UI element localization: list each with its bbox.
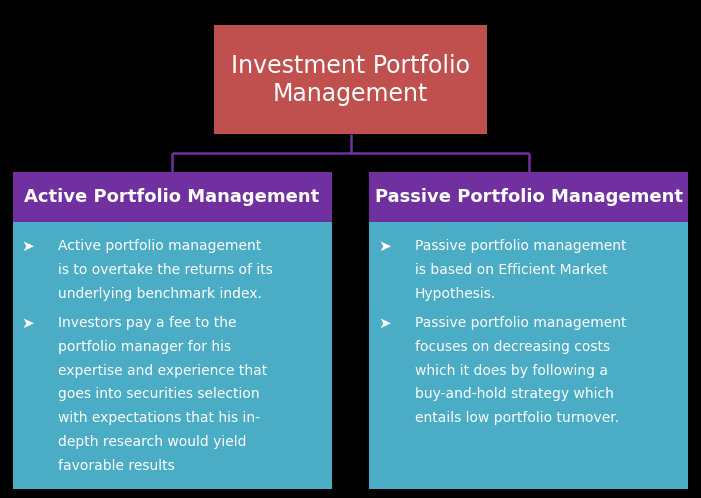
Text: focuses on decreasing costs: focuses on decreasing costs [415, 340, 610, 354]
Text: Investment Portfolio
Management: Investment Portfolio Management [231, 54, 470, 106]
Text: ➤: ➤ [21, 239, 34, 254]
Text: goes into securities selection: goes into securities selection [58, 387, 260, 401]
FancyBboxPatch shape [13, 172, 332, 222]
Text: Passive portfolio management: Passive portfolio management [415, 239, 627, 253]
Text: underlying benchmark index.: underlying benchmark index. [58, 287, 262, 301]
Text: ➤: ➤ [378, 316, 390, 331]
Text: ➤: ➤ [378, 239, 390, 254]
Text: Active portfolio management: Active portfolio management [58, 239, 261, 253]
Text: Investors pay a fee to the: Investors pay a fee to the [58, 316, 237, 330]
FancyBboxPatch shape [214, 25, 487, 134]
Text: ➤: ➤ [21, 316, 34, 331]
Text: is to overtake the returns of its: is to overtake the returns of its [58, 263, 273, 277]
Text: Passive portfolio management: Passive portfolio management [415, 316, 627, 330]
FancyBboxPatch shape [13, 222, 332, 489]
Text: buy-and-hold strategy which: buy-and-hold strategy which [415, 387, 614, 401]
Text: Passive Portfolio Management: Passive Portfolio Management [375, 188, 683, 206]
Text: depth research would yield: depth research would yield [58, 435, 247, 449]
FancyBboxPatch shape [369, 222, 688, 489]
Text: which it does by following a: which it does by following a [415, 364, 608, 377]
Text: Hypothesis.: Hypothesis. [415, 287, 496, 301]
Text: portfolio manager for his: portfolio manager for his [58, 340, 231, 354]
Text: with expectations that his in-: with expectations that his in- [58, 411, 260, 425]
Text: is based on Efficient Market: is based on Efficient Market [415, 263, 608, 277]
Text: favorable results: favorable results [58, 459, 175, 473]
Text: Active Portfolio Management: Active Portfolio Management [25, 188, 320, 206]
FancyBboxPatch shape [369, 172, 688, 222]
Text: expertise and experience that: expertise and experience that [58, 364, 268, 377]
Text: entails low portfolio turnover.: entails low portfolio turnover. [415, 411, 619, 425]
